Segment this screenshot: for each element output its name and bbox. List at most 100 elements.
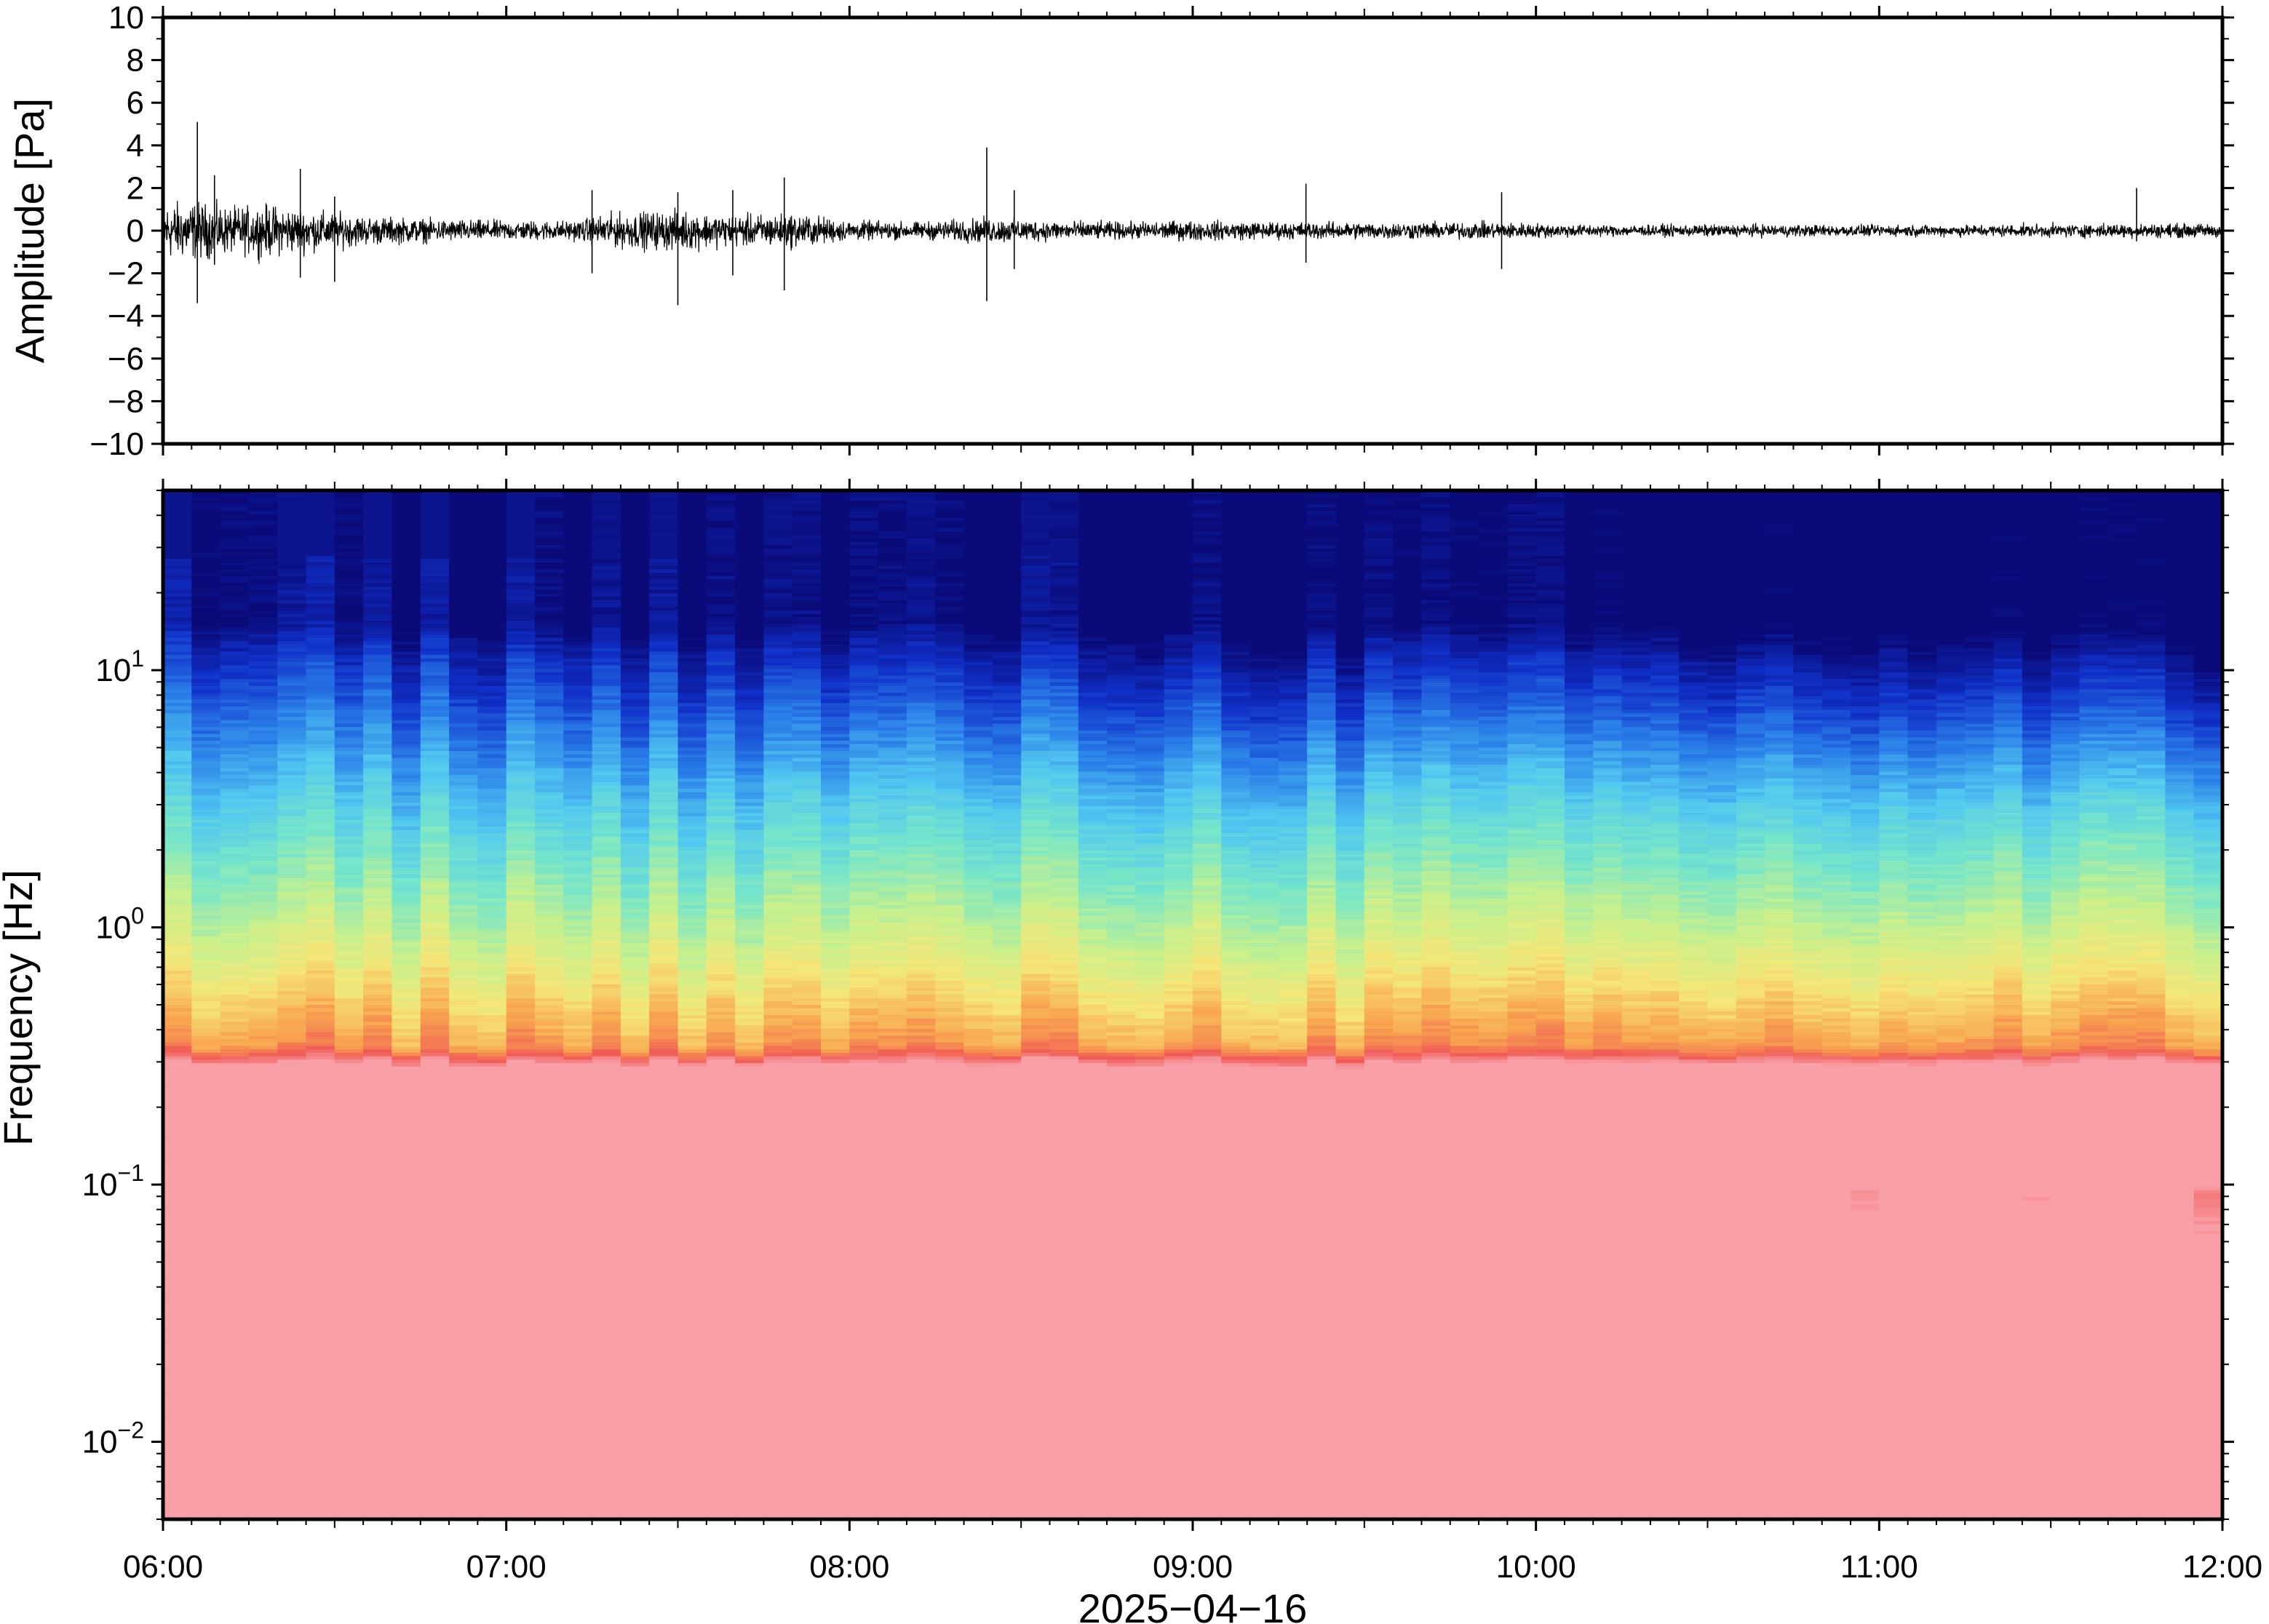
- spectrogram-cell: [277, 1196, 307, 1201]
- spectrogram-cell: [477, 950, 507, 955]
- spectrogram-cell: [449, 521, 479, 525]
- spectrogram-cell: [220, 1508, 250, 1513]
- spectrogram-cell: [392, 939, 421, 944]
- spectrogram-cell: [277, 1368, 307, 1373]
- spectrogram-cell: [191, 1306, 221, 1311]
- spectrogram-cell: [563, 1406, 593, 1410]
- spectrogram-cell: [277, 1118, 307, 1122]
- spectrogram-cell: [449, 950, 479, 955]
- spectrogram-cell: [248, 507, 278, 512]
- spectrogram-cell: [563, 624, 593, 629]
- spectrogram-cell: [248, 1166, 278, 1170]
- spectrogram-cell: [334, 957, 364, 961]
- spectrogram-cell: [220, 754, 250, 759]
- spectrogram-cell: [477, 781, 507, 787]
- spectrogram-cell: [563, 610, 593, 615]
- spectrogram-cell: [535, 1063, 565, 1067]
- spectrogram-cell: [306, 1272, 335, 1277]
- spectrogram-cell: [563, 730, 593, 735]
- spectrogram-cell: [477, 1344, 507, 1349]
- spectrogram-cell: [506, 1145, 536, 1150]
- spectrogram-cell: [277, 631, 307, 635]
- spectrogram-cell: [506, 624, 536, 629]
- spectrogram-cell: [363, 1083, 393, 1088]
- spectrogram-cell: [363, 1340, 393, 1345]
- spectrogram-cell: [334, 1135, 364, 1139]
- spectrogram-cell: [392, 775, 421, 779]
- spectrogram-cell: [334, 1433, 364, 1438]
- spectrogram-cell: [277, 912, 307, 917]
- spectrogram-cell: [620, 733, 650, 739]
- spectrogram-cell: [191, 658, 221, 663]
- spectrogram-cell: [420, 837, 450, 841]
- spectrogram-cell: [535, 1149, 565, 1153]
- spectrogram-cell: [535, 1388, 565, 1393]
- spectrogram-cell: [563, 1450, 593, 1455]
- spectrogram-cell: [420, 679, 450, 683]
- spectrogram-cell: [163, 813, 193, 817]
- spectrogram-cell: [592, 864, 621, 869]
- spectrogram-cell: [191, 579, 221, 584]
- spectrogram-cell: [563, 789, 593, 793]
- spectrogram-cell: [277, 1231, 307, 1235]
- spectrogram-cell: [277, 802, 307, 807]
- spectrogram-cell: [449, 781, 479, 787]
- spectrogram-cell: [334, 538, 364, 543]
- spectrogram-cell: [163, 1094, 193, 1098]
- spectrogram-cell: [277, 867, 307, 872]
- spectrogram-cell: [248, 871, 278, 875]
- spectrogram-cell: [477, 525, 507, 529]
- spectrogram-cell: [220, 905, 250, 909]
- spectrogram-cell: [563, 1131, 593, 1136]
- spectrogram-cell: [363, 819, 393, 824]
- spectrogram-cell: [592, 521, 621, 525]
- spectrogram-cell: [306, 1042, 335, 1047]
- spectrogram-cell: [535, 1042, 565, 1047]
- spectrogram-cell: [477, 1159, 507, 1163]
- spectrogram-cell: [334, 895, 364, 899]
- spectrogram-cell: [477, 795, 507, 800]
- spectrogram-cell: [477, 1173, 507, 1177]
- spectrogram-cell: [248, 1053, 278, 1057]
- spectrogram-cell: [392, 1420, 421, 1424]
- spectrogram-cell: [449, 957, 479, 961]
- spectrogram-cell: [363, 1073, 393, 1078]
- spectrogram-cell: [592, 1159, 621, 1163]
- spectrogram-cell: [535, 905, 565, 909]
- spectrogram-cell: [277, 1351, 307, 1356]
- spectrogram-cell: [449, 624, 479, 629]
- spectrogram-cell: [592, 607, 621, 611]
- spectrogram-cell: [363, 1471, 393, 1476]
- spectrogram-cell: [420, 1474, 450, 1479]
- spectrogram-cell: [363, 1214, 393, 1218]
- spectrogram-cell: [220, 915, 250, 920]
- spectrogram-cell: [449, 775, 479, 779]
- spectrogram-cell: [563, 1433, 593, 1438]
- spectrogram-cell: [449, 829, 479, 835]
- spectrogram-cell: [449, 565, 479, 570]
- spectrogram-cell: [563, 744, 593, 749]
- spectrogram-cell: [392, 1238, 421, 1242]
- spectrogram-cell: [363, 1155, 393, 1160]
- spectrogram-cell: [592, 737, 621, 741]
- spectrogram-cell: [477, 1070, 507, 1075]
- spectrogram-cell: [163, 1035, 193, 1040]
- spectrogram-cell: [477, 1035, 507, 1040]
- spectrogram-cell: [420, 1406, 450, 1410]
- spectrogram-cell: [191, 737, 221, 741]
- spectrogram-cell: [535, 651, 565, 656]
- spectrogram-cell: [392, 645, 421, 649]
- spectrogram-cell: [363, 1385, 393, 1390]
- spectrogram-cell: [449, 1282, 479, 1287]
- spectrogram-cell: [248, 1396, 278, 1400]
- spectrogram-cell: [620, 717, 650, 721]
- spectrogram-cell: [477, 1135, 507, 1139]
- spectrogram-cell: [363, 929, 393, 934]
- spectrogram-cell: [420, 802, 450, 807]
- spectrogram-cell: [334, 933, 364, 937]
- spectrogram-cell: [334, 1508, 364, 1513]
- spectrogram-cell: [563, 1310, 593, 1314]
- spectrogram-cell: [363, 541, 393, 546]
- spectrogram-cell: [306, 1382, 335, 1386]
- spectrogram-cell: [191, 1426, 221, 1431]
